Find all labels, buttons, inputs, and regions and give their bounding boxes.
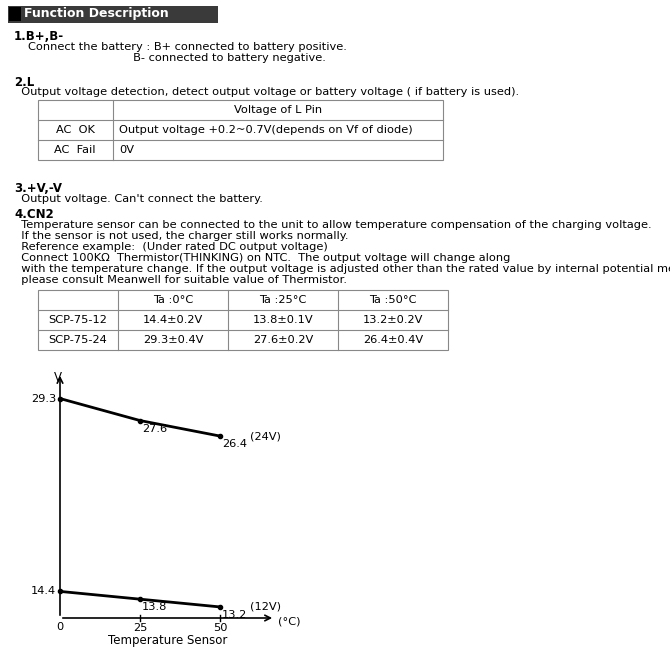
Text: 14.4: 14.4	[31, 586, 56, 596]
Text: 26.4: 26.4	[222, 439, 247, 449]
Text: AC  OK: AC OK	[56, 125, 94, 135]
Text: please consult Meanwell for suitable value of Thermistor.: please consult Meanwell for suitable val…	[14, 275, 347, 285]
Text: Connect the battery : B+ connected to battery positive.: Connect the battery : B+ connected to ba…	[28, 42, 347, 52]
Text: Reference example:  (Under rated DC output voltage): Reference example: (Under rated DC outpu…	[14, 242, 328, 252]
Text: 27.6: 27.6	[142, 424, 167, 434]
Text: (°C): (°C)	[278, 617, 301, 627]
Text: 13.8±0.1V: 13.8±0.1V	[253, 315, 314, 325]
Text: 13.8: 13.8	[142, 602, 168, 612]
Text: V: V	[54, 371, 62, 384]
Text: Function Description: Function Description	[24, 7, 169, 20]
Text: 29.3: 29.3	[31, 394, 56, 403]
Text: AC  Fail: AC Fail	[54, 145, 96, 155]
Text: 13.2±0.2V: 13.2±0.2V	[363, 315, 423, 325]
Text: 0: 0	[56, 622, 64, 632]
Text: 25: 25	[133, 623, 147, 633]
Text: (24V): (24V)	[250, 431, 281, 441]
Text: 3.+V,-V: 3.+V,-V	[14, 182, 62, 195]
Text: Output voltage. Can't connect the battery.: Output voltage. Can't connect the batter…	[14, 194, 263, 204]
Text: with the temperature change. If the output voltage is adjusted other than the ra: with the temperature change. If the outp…	[14, 264, 670, 274]
Text: Output voltage +0.2~0.7V(depends on Vf of diode): Output voltage +0.2~0.7V(depends on Vf o…	[119, 125, 413, 135]
Text: Output voltage detection, detect output voltage or battery voltage ( if battery : Output voltage detection, detect output …	[14, 87, 519, 97]
Text: Ta :50°C: Ta :50°C	[369, 295, 417, 305]
Text: 4.CN2: 4.CN2	[14, 208, 54, 221]
Text: Temperature Sensor: Temperature Sensor	[108, 634, 227, 647]
Text: SCP-75-24: SCP-75-24	[49, 335, 107, 345]
Text: 13.2: 13.2	[222, 610, 247, 620]
Text: Connect 100KΩ  Thermistor(THINKING) on NTC.  The output voltage will change alon: Connect 100KΩ Thermistor(THINKING) on NT…	[14, 253, 511, 263]
Text: Ta :25°C: Ta :25°C	[259, 295, 307, 305]
Bar	[38, 100, 443, 160]
Text: 50: 50	[213, 623, 227, 633]
Bar	[8, 6, 218, 23]
Text: 29.3±0.4V: 29.3±0.4V	[143, 335, 203, 345]
Text: 0V: 0V	[119, 145, 134, 155]
Text: Voltage of L Pin: Voltage of L Pin	[234, 105, 322, 115]
Text: Ta :0°C: Ta :0°C	[153, 295, 193, 305]
Bar	[9, 7, 21, 21]
Text: 1.B+,B-: 1.B+,B-	[14, 30, 64, 43]
Text: B- connected to battery negative.: B- connected to battery negative.	[28, 53, 326, 63]
Text: If the sensor is not used, the charger still works normally.: If the sensor is not used, the charger s…	[14, 231, 348, 241]
Bar	[38, 290, 448, 350]
Text: 27.6±0.2V: 27.6±0.2V	[253, 335, 313, 345]
Text: Temperature sensor can be connected to the unit to allow temperature compensatio: Temperature sensor can be connected to t…	[14, 220, 652, 230]
Text: 26.4±0.4V: 26.4±0.4V	[363, 335, 423, 345]
Text: 14.4±0.2V: 14.4±0.2V	[143, 315, 203, 325]
Text: 2.L: 2.L	[14, 76, 34, 89]
Text: SCP-75-12: SCP-75-12	[48, 315, 107, 325]
Text: (12V): (12V)	[250, 602, 281, 612]
